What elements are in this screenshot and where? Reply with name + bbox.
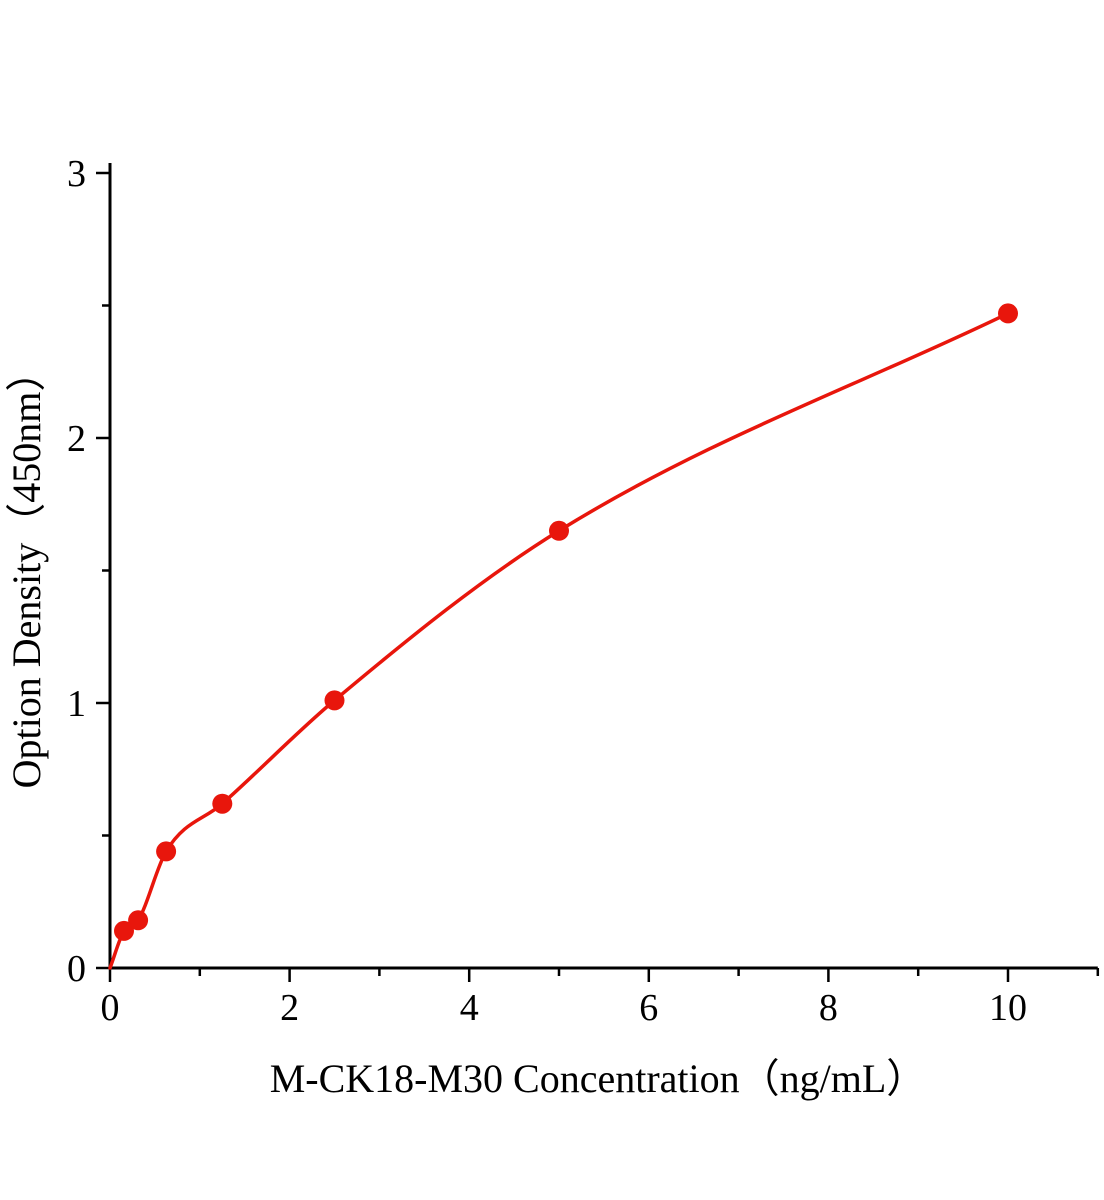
tick-labels: 0 2 4 6 8 10 0 1 2 3	[67, 153, 1027, 1029]
x-tick-label: 2	[280, 987, 299, 1029]
data-points	[114, 303, 1018, 941]
y-tick-label: 3	[67, 153, 86, 195]
data-point-marker	[998, 303, 1018, 324]
x-tick-label: 0	[101, 987, 120, 1029]
data-point-marker	[114, 920, 134, 941]
x-axis-title: M-CK18-M30 Concentration（ng/mL）	[270, 1056, 927, 1101]
data-point-marker	[212, 793, 233, 814]
x-tick-label: 8	[819, 987, 838, 1029]
x-tick-label: 6	[639, 987, 658, 1029]
data-point-marker	[549, 520, 569, 541]
axes	[108, 163, 1098, 970]
data-point-marker	[156, 841, 177, 862]
y-axis-title: Option Density（450nm）	[4, 352, 49, 789]
data-point-marker	[128, 910, 149, 931]
tick-marks	[96, 171, 1100, 982]
data-point-marker	[324, 690, 345, 711]
fit-curve	[108, 311, 1010, 970]
y-tick-label: 0	[67, 948, 86, 990]
x-tick-label: 10	[989, 987, 1027, 1029]
y-tick-label: 1	[67, 683, 86, 725]
x-tick-label: 4	[460, 987, 479, 1029]
y-tick-label: 2	[67, 418, 86, 460]
